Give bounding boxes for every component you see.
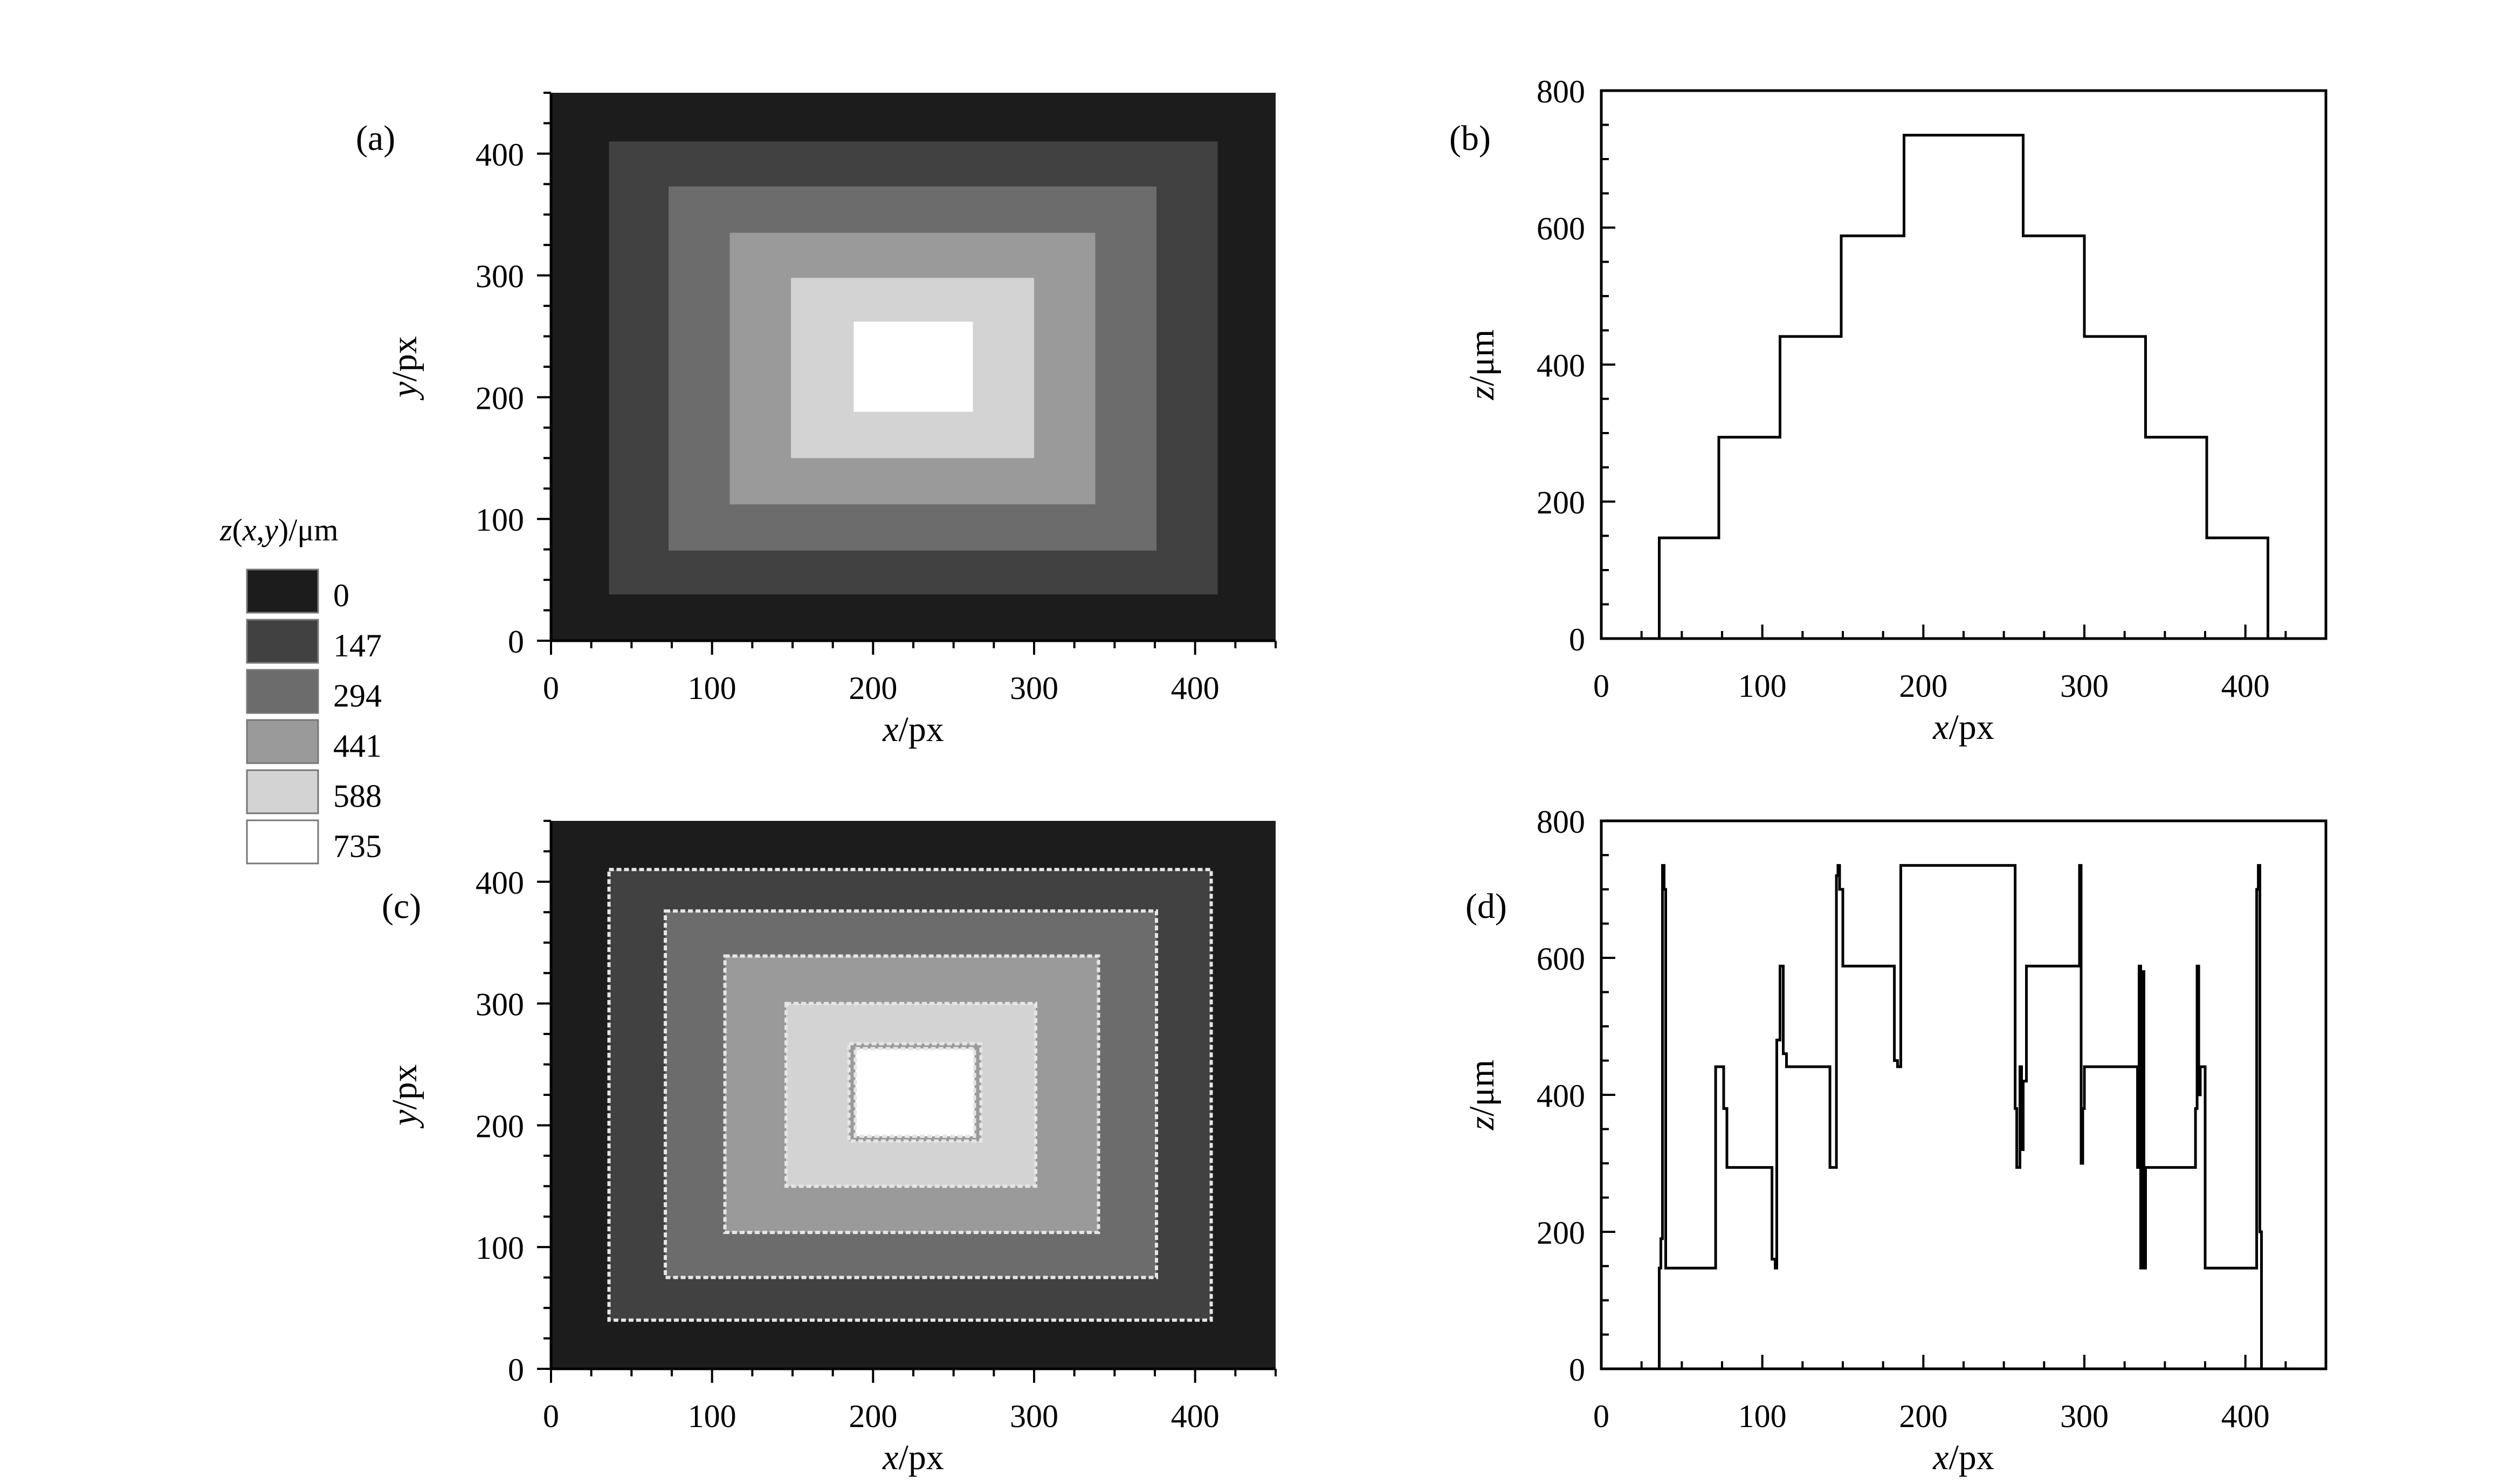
heatmap-level-rect (853, 1047, 976, 1138)
y-tick-label: 100 (476, 502, 524, 538)
panel-label: (c) (382, 887, 421, 926)
panel-label: (b) (1449, 119, 1491, 158)
x-axis-title: x/px (882, 1438, 944, 1477)
legend-label: 0 (333, 578, 349, 613)
y-tick-label: 200 (476, 380, 524, 416)
legend-label: 147 (333, 628, 382, 663)
y-axis-title: y/px (385, 1064, 424, 1129)
legend-swatch (246, 568, 319, 614)
x-axis-title: x/px (1932, 708, 1994, 747)
y-tick-label: 0 (1569, 1352, 1585, 1388)
legend-label: 735 (333, 828, 382, 864)
y-tick-label: 200 (1537, 485, 1585, 520)
x-tick-label: 100 (688, 1398, 736, 1434)
y-tick-label: 300 (476, 987, 524, 1023)
panel-label: (a) (356, 119, 395, 158)
x-tick-label: 0 (543, 670, 559, 706)
y-axis-title: y/px (385, 336, 424, 401)
x-tick-label: 200 (1899, 668, 1947, 704)
panel-b-line-chart: 0 100 200 300 400 0 200 400 600 800 x/px z/μm (b) (1449, 74, 2328, 747)
x-tick-label: 100 (688, 670, 736, 706)
x-axis-title: x/px (1932, 1438, 1994, 1477)
legend-swatch (246, 719, 319, 764)
x-tick-label: 200 (849, 1398, 897, 1434)
x-tick-label: 400 (2221, 1398, 2270, 1434)
y-axis-title: z/μm (1462, 330, 1502, 401)
x-tick-label: 300 (1010, 670, 1058, 706)
panel-a-heatmap: 0 100 200 300 400 0 100 200 300 400 x/px y/px (a) (356, 92, 1277, 749)
profile-line (1658, 864, 2263, 1369)
y-tick-label: 600 (1537, 941, 1585, 977)
y-tick-label: 0 (1569, 622, 1585, 657)
x-tick-label: 200 (1899, 1398, 1947, 1434)
x-tick-label: 0 (1593, 1398, 1609, 1434)
colour-legend: z(x,y)/μm 0 147 294 441 588 735 (219, 512, 382, 865)
y-tick-label: 0 (508, 1352, 524, 1388)
x-tick-label: 300 (2060, 668, 2109, 704)
y-tick-label: 0 (508, 624, 524, 660)
profile-line (1658, 134, 2269, 639)
legend-swatch (246, 669, 319, 714)
y-tick-label: 300 (476, 259, 524, 294)
x-tick-label: 0 (543, 1398, 559, 1434)
y-tick-label: 400 (1537, 1078, 1585, 1114)
y-tick-label: 400 (476, 865, 524, 901)
legend-swatch (246, 769, 319, 814)
legend-swatch (246, 819, 319, 865)
y-tick-label: 100 (476, 1230, 524, 1266)
y-tick-label: 400 (476, 137, 524, 173)
y-tick-label: 200 (1537, 1215, 1585, 1251)
y-tick-label: 800 (1537, 74, 1585, 109)
x-tick-label: 400 (2221, 668, 2270, 704)
x-tick-label: 300 (1010, 1398, 1058, 1434)
y-tick-label: 400 (1537, 348, 1585, 383)
x-tick-label: 400 (1171, 670, 1220, 706)
heatmap-level-rect (853, 321, 973, 412)
panel-d-line-chart: 0 100 200 300 400 0 200 400 600 800 x/px z/μm (d) (1462, 804, 2328, 1477)
legend-label: 441 (333, 728, 382, 764)
x-tick-label: 100 (1738, 668, 1787, 704)
x-tick-label: 200 (849, 670, 897, 706)
y-axis-title: z/μm (1462, 1060, 1502, 1131)
x-tick-label: 400 (1171, 1398, 1220, 1434)
x-tick-label: 300 (2060, 1398, 2109, 1434)
legend-swatch (246, 619, 319, 664)
panel-c-heatmap: 0 100 200 300 400 0 100 200 300 400 x/px y/px (c) (382, 820, 1277, 1477)
legend-label: 588 (333, 778, 382, 814)
y-tick-label: 200 (476, 1108, 524, 1144)
x-tick-label: 100 (1738, 1398, 1787, 1434)
x-tick-label: 0 (1593, 668, 1609, 704)
panel-label: (d) (1465, 887, 1507, 926)
plot-frame (1600, 89, 2328, 640)
legend-label: 294 (333, 678, 382, 714)
y-tick-label: 600 (1537, 211, 1585, 246)
y-tick-label: 800 (1537, 804, 1585, 840)
legend-title: z(x,y)/μm (219, 512, 339, 547)
x-axis-title: x/px (882, 710, 944, 749)
plot-frame (1600, 819, 2328, 1370)
